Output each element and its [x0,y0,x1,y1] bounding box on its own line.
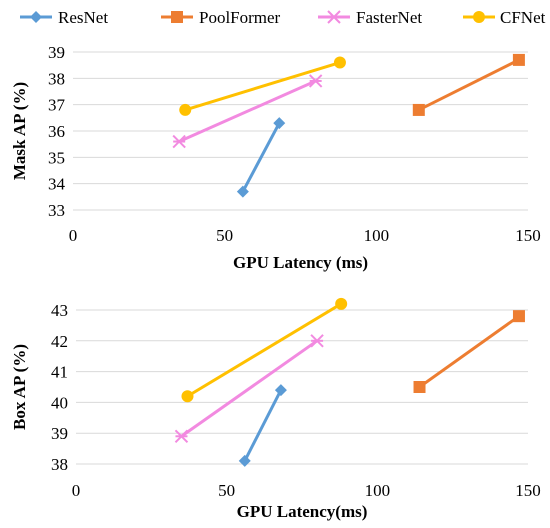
x-tick-label: 150 [515,481,541,500]
data-point [274,384,287,397]
x-tick-label: 0 [69,226,78,245]
data-point [512,53,525,66]
y-tick-label: 39 [51,424,68,443]
legend-item-poolformer: PoolFormer [161,8,281,27]
legend-label: PoolFormer [199,8,281,27]
series-cfnet [181,297,348,403]
legend-star-marker [327,10,341,24]
y-axis-label: Mask AP (%) [10,82,29,180]
y-tick-label: 40 [51,393,68,412]
series-poolformer [413,310,525,393]
data-point [333,56,346,69]
series-fasternet [172,74,323,149]
series-line [180,339,318,438]
y-tick-label: 43 [51,301,68,320]
legend-item-resnet: ResNet [20,8,108,27]
mask-ap-chart: 33 34 35 36 37 38 39 0 50 100 150 GPU Latency (ms) M… [10,43,541,272]
y-tick-label: 42 [51,332,68,351]
data-point [335,297,348,310]
series-line [178,79,317,143]
data-point [308,74,323,88]
data-point [172,134,186,149]
legend-square-marker [171,11,183,23]
series-line [184,61,341,112]
series-line [418,314,520,389]
x-tick-label: 50 [218,481,235,500]
legend-item-cfnet: CFNet [463,8,546,27]
legend-diamond-marker [30,11,42,23]
data-point [181,390,194,403]
legend-label: CFNet [500,8,546,27]
y-tick-label: 34 [48,175,66,194]
data-point [412,103,425,116]
data-point [273,117,286,130]
x-tick-label: 50 [216,226,233,245]
data-point [310,334,324,348]
y-tick-label: 39 [48,43,65,62]
series-fasternet [174,334,324,443]
data-point [413,381,426,393]
y-tick-label: 38 [51,455,68,474]
legend-label: ResNet [58,8,108,27]
series-line [241,122,281,193]
data-point [238,454,251,467]
y-tick-label: 33 [48,201,65,220]
data-point [236,185,249,198]
legend-label: FasterNet [356,8,422,27]
data-point [512,310,525,323]
x-tick-label: 0 [72,481,81,500]
y-tick-label: 38 [48,69,65,88]
series-line [243,389,283,462]
y-tick-label: 35 [48,148,65,167]
series-line [418,58,520,112]
series-line [186,302,342,398]
legend: ResNet PoolFormer FasterNet CFNet [20,8,546,27]
y-tick-label: 37 [48,96,66,115]
data-point [174,429,189,443]
legend-circle-marker [473,11,485,23]
series-cfnet [179,56,346,116]
x-tick-label: 150 [515,226,541,245]
box-ap-chart: 38 39 40 41 42 43 0 50 100 150 GPU Latency(ms) Box … [10,297,541,521]
x-tick-label: 100 [364,226,390,245]
x-tick-label: 100 [365,481,391,500]
y-axis-label: Box AP (%) [10,344,29,430]
series-resnet [238,384,287,467]
x-axis-label: GPU Latency (ms) [233,253,368,272]
series-poolformer [412,53,525,116]
x-axis-label: GPU Latency(ms) [237,502,368,521]
y-tick-label: 36 [48,122,65,141]
y-tick-label: 41 [51,363,68,382]
series-resnet [236,117,286,198]
data-point [179,103,192,116]
legend-item-fasternet: FasterNet [318,8,422,27]
